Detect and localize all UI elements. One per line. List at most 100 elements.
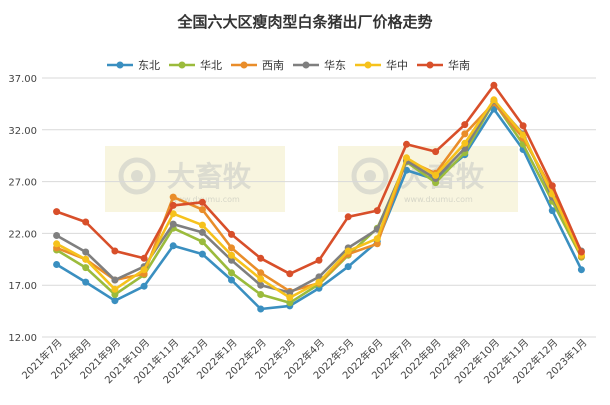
data-point: [111, 291, 119, 298]
data-point: [140, 254, 148, 262]
legend-item: 华北: [169, 58, 222, 72]
data-point: [490, 96, 498, 104]
data-point: [111, 297, 119, 305]
chart-title: 全国六大区瘦肉型白条猪出厂价格走势: [176, 13, 432, 31]
data-point: [169, 242, 177, 250]
data-point: [198, 250, 206, 258]
data-point: [257, 269, 265, 277]
legend-item: 东北: [107, 59, 160, 72]
data-point: [111, 247, 119, 255]
legend-marker: [116, 61, 124, 69]
data-point: [432, 148, 440, 156]
data-point: [432, 171, 440, 179]
data-point: [286, 270, 294, 278]
data-point: [315, 278, 323, 286]
data-point: [169, 201, 177, 209]
legend-label: 西南: [262, 59, 284, 72]
data-point: [315, 256, 323, 264]
data-point: [344, 263, 352, 271]
data-point: [198, 228, 206, 236]
data-point: [286, 299, 294, 307]
data-point: [228, 244, 235, 252]
data-point: [344, 247, 352, 255]
data-point: [519, 131, 527, 139]
data-point: [140, 282, 148, 290]
watermark-1: 大畜牧 www.dxumu.com: [105, 146, 285, 212]
data-point: [257, 291, 265, 298]
series-6: [53, 81, 585, 278]
legend-item: 华南: [417, 58, 470, 72]
data-point: [82, 248, 90, 256]
watermark-logo-icon: [118, 157, 156, 195]
data-point: [228, 251, 235, 259]
legend-item: 西南: [231, 59, 284, 72]
data-point: [228, 256, 235, 264]
data-point: [169, 193, 177, 201]
legend-label: 华北: [200, 58, 222, 72]
data-point: [228, 269, 235, 277]
legend-item: 华中: [355, 58, 408, 72]
legend-label: 华中: [386, 58, 408, 72]
data-point: [82, 218, 90, 226]
legend-marker: [178, 61, 186, 69]
data-point: [373, 235, 381, 243]
data-point: [461, 139, 469, 147]
data-point: [286, 289, 294, 296]
watermark-site: www.dxumu.com: [404, 195, 473, 204]
legend-item: 华东: [293, 58, 346, 72]
legend-marker: [426, 61, 434, 69]
x-axis: 2021年7月2021年8月2021年9月2021年10月2021年11月202…: [19, 336, 590, 386]
legend-marker: [240, 61, 248, 69]
data-point: [82, 255, 90, 263]
watermark-brand: 大畜牧: [167, 160, 252, 193]
data-point: [286, 294, 294, 302]
data-point: [228, 230, 235, 238]
data-point: [53, 240, 61, 248]
data-point: [82, 264, 90, 272]
data-point: [53, 208, 61, 216]
watermark-logo-dot-icon: [131, 170, 143, 182]
data-point: [373, 207, 381, 215]
data-point: [461, 121, 469, 129]
y-axis: 12.00 17.00 22.00 27.00 32.00 37.00: [8, 74, 37, 344]
y-tick-label: 32.00: [8, 126, 37, 137]
data-point: [490, 81, 498, 89]
data-point: [111, 276, 119, 284]
data-point: [344, 213, 352, 221]
data-point: [198, 198, 206, 206]
y-tick-label: 22.00: [8, 229, 37, 240]
data-point: [257, 305, 265, 313]
data-point: [111, 285, 119, 293]
data-point: [373, 240, 381, 248]
data-point: [257, 254, 265, 262]
legend: 东北 华北 西南 华东 华中 华南: [107, 58, 470, 72]
data-point: [53, 261, 61, 268]
data-point: [257, 281, 265, 289]
y-tick-label: 17.00: [8, 281, 37, 292]
watermark-site: www.dxumu.com: [171, 195, 240, 204]
data-point: [140, 266, 148, 274]
data-point: [53, 232, 61, 239]
legend-label: 华东: [324, 58, 346, 72]
data-point: [577, 266, 585, 274]
data-point: [82, 278, 90, 286]
data-point: [577, 248, 585, 256]
data-point: [169, 210, 177, 218]
data-point: [228, 276, 235, 284]
data-point: [461, 130, 469, 138]
y-tick-label: 37.00: [8, 74, 37, 85]
y-tick-label: 27.00: [8, 178, 37, 189]
series-group: [53, 81, 585, 313]
legend-marker: [302, 61, 310, 69]
data-point: [403, 154, 410, 162]
data-point: [403, 140, 410, 148]
data-point: [548, 182, 556, 190]
data-point: [198, 206, 206, 214]
data-point: [169, 220, 177, 228]
legend-marker: [364, 61, 372, 69]
legend-label: 东北: [138, 59, 160, 72]
data-point: [519, 122, 527, 130]
